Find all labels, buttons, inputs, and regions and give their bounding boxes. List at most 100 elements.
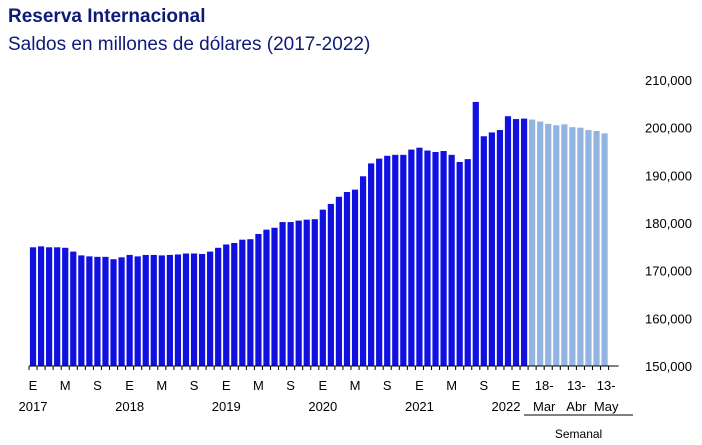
x-weekly-month-label: May [594,399,619,414]
bar-weekly [537,121,544,366]
x-month-label: E [29,378,38,393]
bar-monthly [37,246,45,366]
x-weekly-day-label: 13- [567,378,586,393]
x-year-label: 2022 [492,399,521,414]
bar-monthly [295,220,302,366]
bar-monthly [94,256,101,366]
x-month-label: M [350,378,361,393]
bar-monthly [271,227,278,366]
x-year-label: 2019 [212,399,241,414]
bar-monthly [182,253,190,366]
x-month-label: M [253,378,264,393]
bar-weekly [529,119,536,366]
y-tick-label: 150,000 [645,359,692,374]
bar-monthly [520,118,528,366]
y-tick-label: 200,000 [645,121,692,136]
bar-monthly [416,147,423,366]
bar-weekly [553,125,560,366]
bar-monthly [158,255,165,366]
bar-weekly [569,127,576,366]
x-month-label: S [190,378,199,393]
x-month-label: M [446,378,457,393]
bar-monthly [432,151,439,366]
bar-monthly [70,251,77,366]
bar-monthly [335,196,343,366]
bar-monthly [174,254,182,366]
bar-monthly [54,247,61,366]
bar-monthly [215,247,222,366]
bar-weekly [585,130,592,366]
bar-monthly [110,259,117,366]
bar-monthly [126,254,133,366]
bar-monthly [134,256,141,366]
bar-monthly [78,255,85,366]
bar-monthly [102,256,109,366]
bar-weekly [593,131,600,366]
x-month-label: E [222,378,231,393]
bar-monthly [392,154,399,366]
bar-monthly [512,119,520,366]
bar-monthly [368,163,375,366]
bar-monthly [118,257,125,366]
x-weekly-month-label: Abr [566,399,587,414]
bar-monthly [150,254,157,366]
bar-monthly [440,151,447,366]
bar-monthly [496,130,504,366]
x-year-label: 2017 [19,399,48,414]
y-tick-label: 180,000 [645,216,692,231]
bar-monthly [343,192,351,366]
bar-monthly [400,154,407,366]
bar-weekly [545,123,552,366]
bar-monthly [263,229,270,366]
bar-monthly [190,253,198,366]
bar-monthly [287,222,294,366]
bar-monthly [464,159,471,366]
x-month-label: E [318,378,327,393]
chart-title: Reserva Internacional [8,6,206,27]
bar-monthly [351,189,359,366]
x-weekly-day-label: 18- [535,378,554,393]
x-month-label: S [286,378,295,393]
bar-monthly [472,101,479,367]
bar-monthly [480,136,487,366]
bar-monthly [198,253,206,366]
bar-monthly [142,254,149,366]
x-month-label: E [415,378,424,393]
x-month-label: S [383,378,392,393]
bar-weekly [601,133,608,366]
bar-monthly [327,203,334,366]
chart-subtitle: Saldos en millones de dólares (2017-2022… [8,34,371,55]
bar-monthly [239,239,246,366]
bar-weekly [577,127,584,366]
bar-monthly [424,150,431,366]
x-weekly-month-label: Mar [533,399,556,414]
x-month-label: M [60,378,71,393]
bar-monthly [319,209,326,366]
bar-monthly [62,247,69,366]
bar-monthly [303,219,310,366]
bar-monthly [247,239,254,366]
bar-monthly [359,176,367,366]
x-month-label: S [479,378,488,393]
bar-monthly [456,161,463,366]
y-tick-label: 190,000 [645,168,692,183]
x-month-label: E [512,378,521,393]
bar-monthly [86,256,93,366]
x-year-label: 2018 [115,399,144,414]
y-tick-label: 210,000 [645,73,692,88]
bar-monthly [448,154,455,366]
bar-monthly [207,251,214,366]
y-tick-label: 160,000 [645,311,692,326]
bar-monthly [504,116,512,366]
bar-monthly [279,222,286,366]
x-month-label: E [125,378,134,393]
weekly-section-label: Semanal [555,427,602,441]
bar-monthly [231,243,238,366]
x-month-label: M [156,378,167,393]
x-year-label: 2020 [308,399,337,414]
x-weekly-day-label: 13- [597,378,616,393]
bar-monthly [46,247,53,366]
bar-monthly [255,233,262,366]
bar-monthly [29,247,37,366]
